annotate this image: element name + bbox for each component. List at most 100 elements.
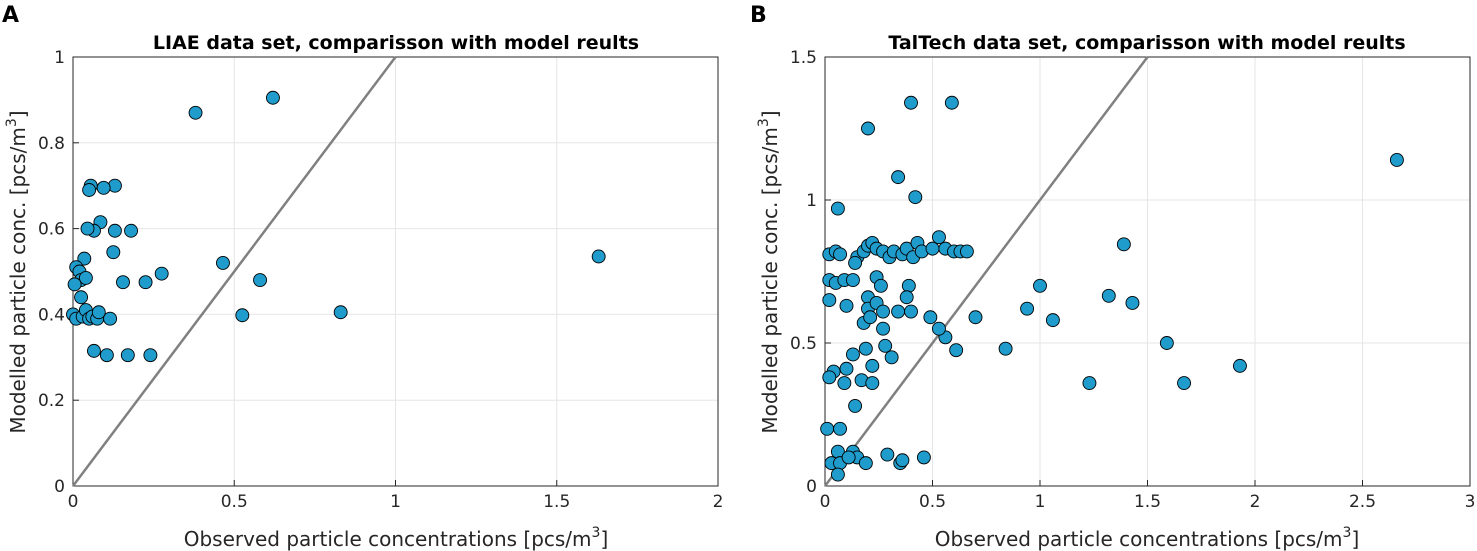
- data-point-b: [1177, 376, 1192, 390]
- data-point-b: [1020, 301, 1035, 316]
- data-point-b: [858, 341, 873, 356]
- data-point-a: [99, 348, 114, 363]
- grid-a: [72, 56, 719, 487]
- panel-letter-b: B: [750, 3, 767, 28]
- data-point-a: [67, 277, 82, 292]
- data-point-b: [839, 298, 854, 313]
- data-point-b: [876, 321, 890, 336]
- data-point-a: [82, 183, 97, 197]
- data-point-b: [923, 310, 938, 325]
- data-point-a: [591, 249, 606, 264]
- data-point-b: [878, 338, 893, 353]
- y-tick-label: 0.4: [38, 305, 65, 325]
- data-point-b: [899, 290, 914, 305]
- data-point-a: [106, 245, 121, 260]
- data-point-b: [839, 361, 854, 376]
- data-point-b: [998, 341, 1013, 356]
- y-axis-label-a-sup: 3: [4, 118, 20, 127]
- data-point-b: [848, 255, 863, 270]
- data-point-b: [822, 293, 837, 308]
- data-point-a: [216, 255, 230, 270]
- y-axis-label-b-sup: 3: [756, 118, 772, 127]
- data-point-a: [103, 311, 118, 326]
- data-point-a: [77, 251, 92, 266]
- data-point-b: [861, 121, 875, 136]
- x-axis-label-b-text: Observed particle concentrations [pcs/m: [935, 527, 1343, 551]
- data-point-a: [96, 180, 111, 195]
- y-axis-label-a-text: Modelled particle conc. [pcs/m: [6, 127, 30, 434]
- data-point-b: [846, 347, 860, 362]
- data-point-b: [830, 201, 845, 216]
- data-point-a: [107, 223, 122, 238]
- x-tick-label: 2.5: [1349, 492, 1376, 512]
- data-point-b: [891, 304, 906, 319]
- y-tick-label: 0.8: [38, 134, 65, 154]
- data-point-b: [925, 241, 940, 256]
- data-point-b: [833, 247, 847, 262]
- data-point-b: [908, 190, 923, 205]
- y-tick-label: 1: [54, 48, 65, 68]
- identity-line-b: [824, 56, 1149, 487]
- data-point-a: [124, 223, 139, 238]
- data-point-b: [1116, 237, 1131, 252]
- y-tick-label: 1: [806, 191, 817, 211]
- panel-b: B TalTech data set, comparisson with mod…: [750, 3, 1475, 551]
- data-point-a: [120, 348, 135, 363]
- data-point-b: [1082, 376, 1097, 390]
- y-axis-label-a-end: ]: [6, 110, 30, 118]
- x-axis-label-b-end: ]: [1351, 527, 1359, 551]
- data-point-b: [932, 321, 946, 336]
- data-point-a: [266, 90, 280, 105]
- data-points-b: [820, 95, 1404, 482]
- data-point-b: [904, 304, 918, 319]
- x-tick-label: 3: [1465, 492, 1476, 512]
- data-point-a: [154, 266, 169, 281]
- data-point-b: [904, 95, 918, 110]
- data-point-b: [848, 398, 863, 413]
- data-point-b: [895, 453, 910, 468]
- data-points-a: [66, 90, 606, 363]
- data-point-b: [880, 447, 895, 462]
- panel-a: A LIAE data set, comparisson with model …: [2, 3, 723, 551]
- data-point-b: [841, 450, 856, 465]
- x-axis-label-b: Observed particle concentrations [pcs/m3…: [935, 525, 1360, 551]
- data-point-b: [884, 350, 899, 365]
- data-point-b: [1101, 288, 1116, 303]
- data-point-b: [901, 278, 916, 293]
- data-point-b: [891, 170, 906, 185]
- data-point-b: [932, 230, 946, 245]
- x-axis-label-a-text: Observed particle concentrations [pcs/m: [184, 527, 592, 551]
- data-point-b: [916, 450, 931, 465]
- data-point-a: [74, 290, 89, 305]
- data-point-b: [820, 421, 835, 436]
- x-tick-label: 1.5: [543, 492, 570, 512]
- chart-title-b: TalTech data set, comparisson with model…: [888, 32, 1405, 54]
- x-tick-label: 0.5: [919, 492, 946, 512]
- x-tick-label: 2: [713, 492, 724, 512]
- y-axis-label-b-text: Modelled particle conc. [pcs/m: [758, 127, 782, 434]
- data-point-b: [876, 304, 890, 319]
- grid-b: [824, 56, 1471, 487]
- x-tick-label: 1: [390, 492, 401, 512]
- chart-title-a: LIAE data set, comparisson with model re…: [153, 32, 639, 54]
- data-point-a: [235, 308, 250, 323]
- data-point-b: [959, 244, 974, 259]
- data-point-b: [944, 95, 959, 110]
- y-tick-label: 1.5: [790, 48, 817, 68]
- y-tick-label: 0.2: [38, 391, 65, 411]
- data-point-a: [80, 221, 95, 236]
- data-point-a: [78, 270, 93, 285]
- data-point-b: [833, 421, 847, 436]
- y-tick-label: 0: [54, 477, 65, 497]
- x-tick-label: 2: [1250, 492, 1261, 512]
- data-point-b: [873, 278, 888, 293]
- y-tick-label: 0.5: [790, 334, 817, 354]
- data-point-b: [1125, 296, 1140, 310]
- data-point-a: [333, 305, 348, 320]
- x-axis-label-a: Observed particle concentrations [pcs/m3…: [184, 525, 609, 551]
- y-tick-label: 0.6: [38, 220, 65, 240]
- data-point-b: [830, 467, 845, 482]
- data-point-b: [863, 310, 878, 325]
- y-axis-label-b: Modelled particle conc. [pcs/m3]: [756, 110, 782, 433]
